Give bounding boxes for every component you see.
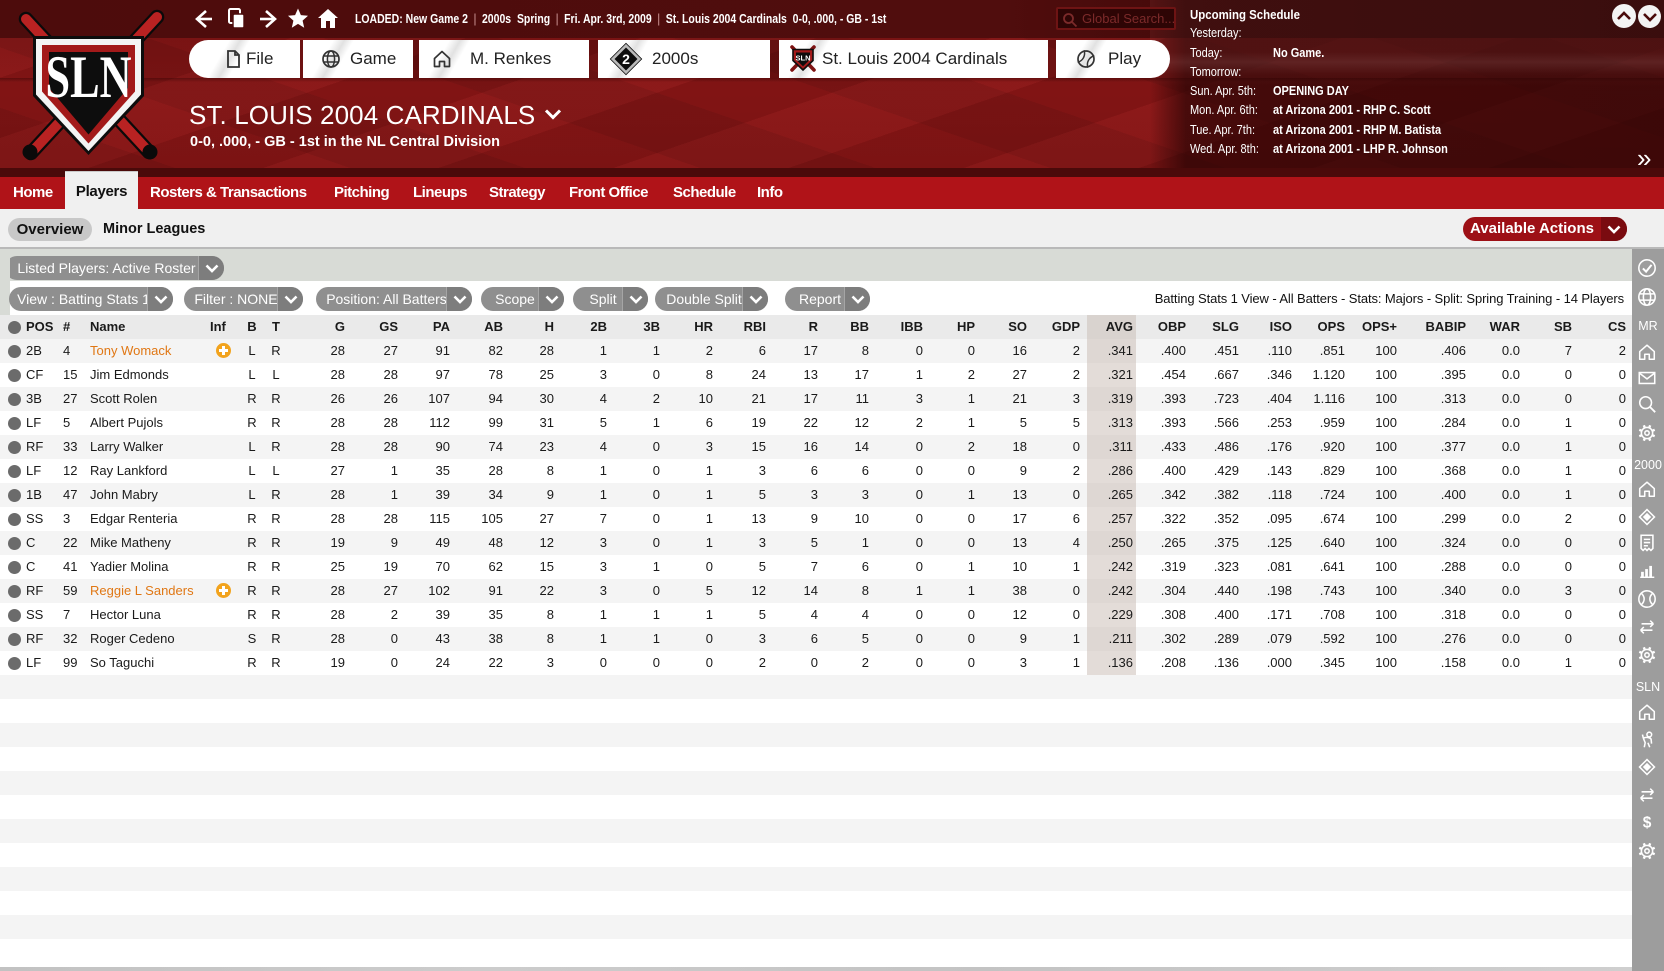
svg-text:SLN: SLN (46, 44, 132, 110)
svg-text:$: $ (1643, 814, 1652, 831)
svg-text:SLN: SLN (796, 54, 811, 63)
svg-text:2: 2 (622, 51, 630, 67)
